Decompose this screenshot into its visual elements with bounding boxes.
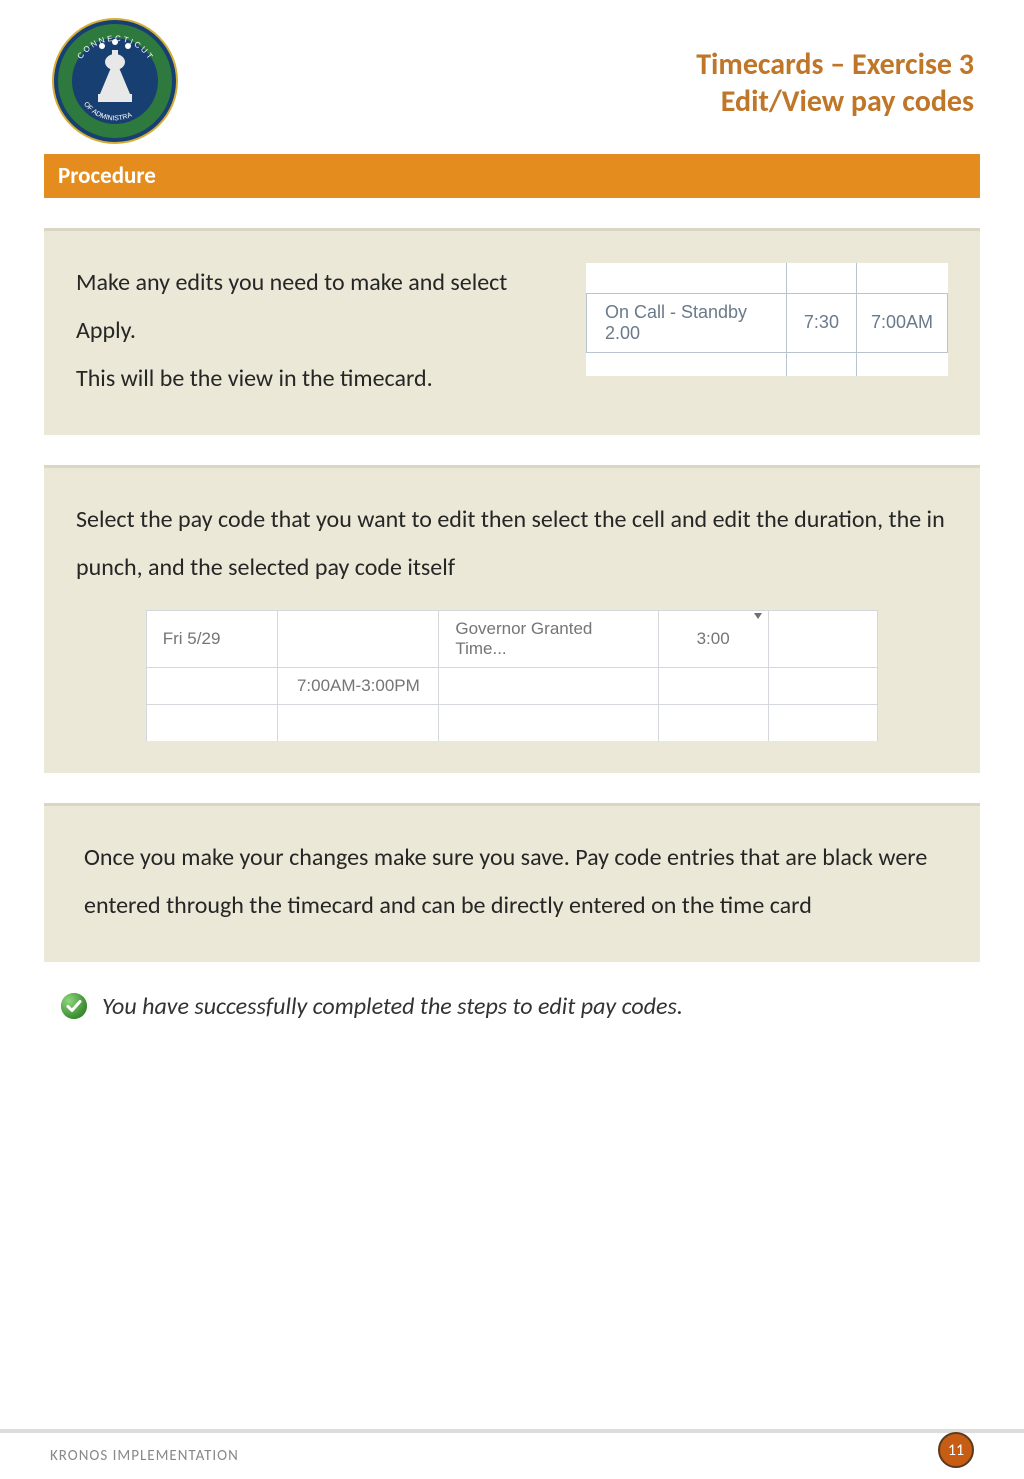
section-1: Make any edits you need to make and sele… — [44, 228, 980, 435]
date-cell: Fri 5/29 — [146, 611, 278, 668]
title-line-1: Timecards – Exercise 3 — [696, 46, 974, 83]
duration-cell: 7:30 — [786, 293, 856, 352]
header: C O N N E C T I C U T OF ADMINISTRA Time… — [0, 0, 1024, 154]
section3-text: Once you make your changes make sure you… — [76, 834, 948, 930]
empty-cell — [146, 705, 278, 741]
success-text: You have successfully completed the step… — [102, 992, 683, 1021]
empty-cell — [439, 705, 658, 741]
duration-cell: 3:00 — [658, 611, 768, 668]
footer-text: KRONOS IMPLEMENTATION — [50, 1447, 239, 1465]
page-number: 11 — [938, 1432, 974, 1468]
success-row: You have successfully completed the step… — [60, 992, 964, 1021]
dropdown-icon — [754, 613, 762, 619]
check-icon — [60, 992, 88, 1020]
section1-text: Make any edits you need to make and sele… — [76, 259, 566, 403]
table-row — [146, 705, 877, 741]
table-row — [586, 263, 947, 293]
seal-logo: C O N N E C T I C U T OF ADMINISTRA — [50, 16, 180, 146]
empty-cell — [768, 611, 878, 668]
empty-cell — [278, 611, 439, 668]
table-row: On Call - Standby 2.00 7:30 7:00AM — [586, 293, 947, 352]
empty-cell — [146, 668, 278, 705]
table-row — [586, 352, 947, 376]
section1-text1: Make any edits you need to make and sele… — [76, 268, 507, 345]
paycode-cell: On Call - Standby 2.00 — [586, 293, 786, 352]
empty-cell — [768, 705, 878, 741]
empty-cell — [278, 705, 439, 741]
section2-text: Select the pay code that you want to edi… — [76, 496, 948, 592]
empty-cell — [768, 668, 878, 705]
shift-cell: 7:00AM-3:00PM — [278, 668, 439, 705]
section-3: Once you make your changes make sure you… — [44, 803, 980, 962]
timecard-view-table: On Call - Standby 2.00 7:30 7:00AM — [586, 263, 948, 376]
title-line-2: Edit/View pay codes — [696, 83, 974, 120]
footer: KRONOS IMPLEMENTATION 11 — [0, 1429, 1024, 1479]
section1-text2: This will be the view in the timecard. — [76, 364, 433, 393]
empty-cell — [439, 668, 658, 705]
empty-cell — [658, 668, 768, 705]
empty-cell — [658, 705, 768, 741]
inpunch-cell: 7:00AM — [856, 293, 947, 352]
paycode-edit-table: Fri 5/29 Governor Granted Time... 3:00 7… — [146, 610, 878, 741]
table-row: Fri 5/29 Governor Granted Time... 3:00 — [146, 611, 877, 668]
section-2: Select the pay code that you want to edi… — [44, 465, 980, 773]
procedure-bar: Procedure — [44, 154, 980, 198]
title-block: Timecards – Exercise 3 Edit/View pay cod… — [696, 16, 974, 120]
paycode-cell: Governor Granted Time... — [439, 611, 658, 668]
table-row: 7:00AM-3:00PM — [146, 668, 877, 705]
